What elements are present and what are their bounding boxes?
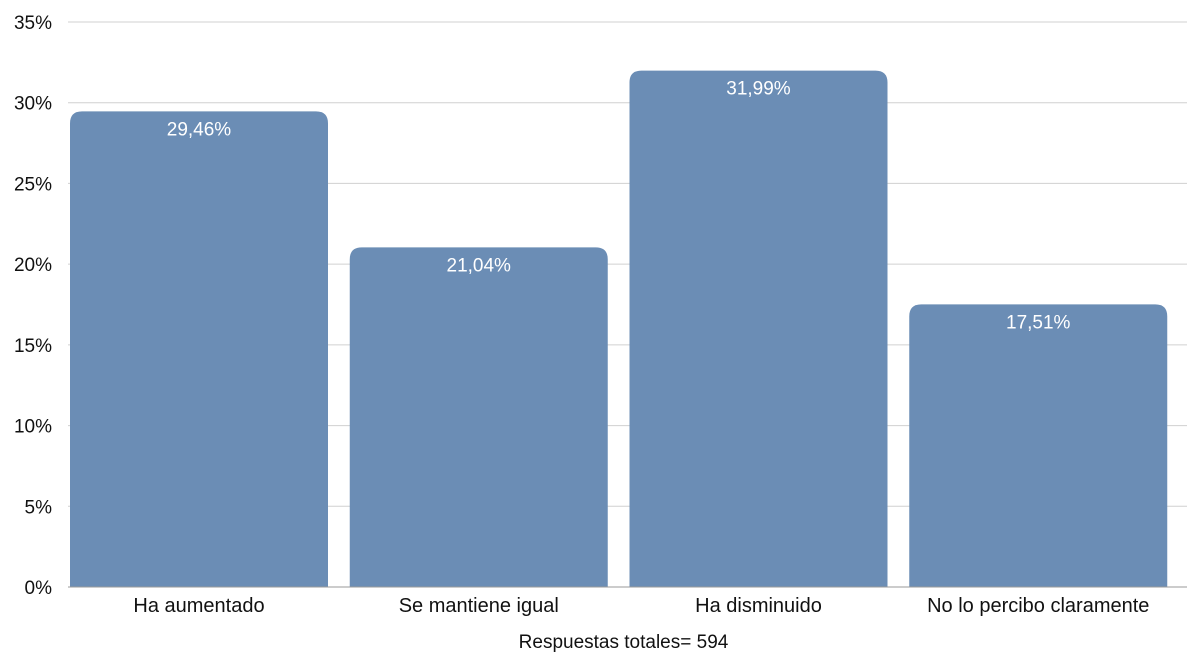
y-tick-label: 10% — [14, 417, 52, 438]
x-axis-title: Respuestas totales= 594 — [519, 632, 729, 653]
bar — [70, 111, 328, 587]
x-category-label: Ha aumentado — [133, 595, 264, 617]
bar — [349, 247, 608, 587]
bar-data-label: 29,46% — [167, 119, 232, 140]
bar-data-label: 31,99% — [726, 79, 791, 100]
bar — [629, 70, 888, 588]
y-tick-label: 15% — [14, 336, 52, 357]
y-tick-label: 20% — [14, 255, 52, 276]
y-tick-label: 25% — [14, 174, 52, 195]
x-category-label: Se mantiene igual — [399, 595, 559, 617]
x-category-label: Ha disminuido — [695, 595, 822, 617]
bar-data-label: 17,51% — [1006, 312, 1071, 333]
bars: 29,46% 21,04% 31,99% 17,51% — [70, 70, 1168, 588]
bar-data-label: 21,04% — [447, 255, 512, 276]
bar — [909, 304, 1168, 587]
y-tick-label: 35% — [14, 13, 52, 34]
y-axis-ticks: 0% 5% 10% 15% 20% 25% 30% 35% — [14, 13, 52, 599]
x-axis-categories: Ha aumentado Se mantiene igual Ha disminui… — [133, 595, 1149, 617]
y-tick-label: 5% — [25, 497, 53, 518]
x-category-label: No lo percibo claramente — [927, 595, 1149, 617]
y-tick-label: 0% — [25, 578, 53, 599]
y-tick-label: 30% — [14, 94, 52, 115]
